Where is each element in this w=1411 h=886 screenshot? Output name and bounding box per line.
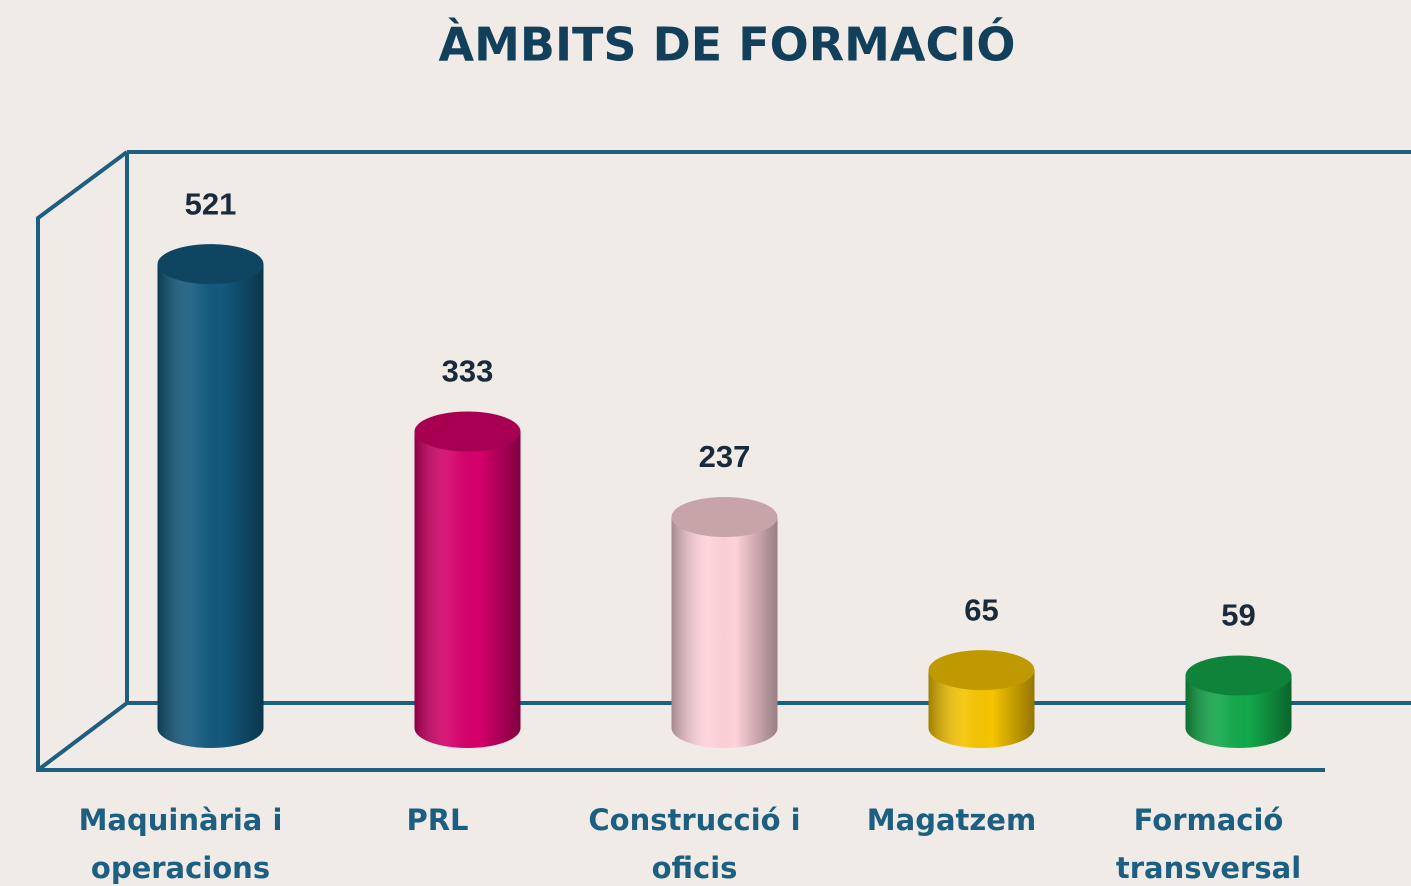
bar-part	[671, 496, 778, 537]
x-tick-label: Maquinària i operacions	[78, 803, 283, 885]
x-tick-label: Magatzem	[866, 803, 1037, 837]
value-label: 65	[964, 592, 998, 627]
bar	[928, 650, 1035, 748]
bar-part	[157, 244, 264, 285]
bar	[414, 411, 521, 748]
value-label: 237	[699, 439, 751, 474]
bar-part	[414, 411, 521, 452]
value-label: 333	[442, 354, 494, 389]
bar-part	[928, 650, 1035, 691]
bar-part	[671, 516, 778, 748]
bar-part	[671, 496, 778, 537]
chart-title: ÀMBITS DE FORMACIÓ	[439, 18, 1016, 72]
bar	[1185, 655, 1292, 748]
x-tick-label: Formació transversal	[1115, 803, 1302, 885]
bar-part	[1185, 655, 1292, 696]
bar-part	[928, 650, 1035, 691]
bar	[157, 244, 264, 748]
x-tick-label: Construcció i oficis	[588, 803, 801, 885]
bar-part	[1185, 655, 1292, 696]
value-label: 521	[185, 186, 237, 221]
bar-part	[414, 431, 521, 748]
bar	[671, 496, 778, 748]
bar-part	[1185, 675, 1292, 748]
bar-part	[157, 244, 264, 285]
x-tick-label: PRL	[406, 803, 469, 837]
bar-part	[928, 670, 1035, 748]
bar-part	[157, 264, 264, 748]
value-label: 59	[1221, 598, 1255, 633]
side-wall	[36, 150, 1325, 772]
bar-part	[414, 411, 521, 452]
